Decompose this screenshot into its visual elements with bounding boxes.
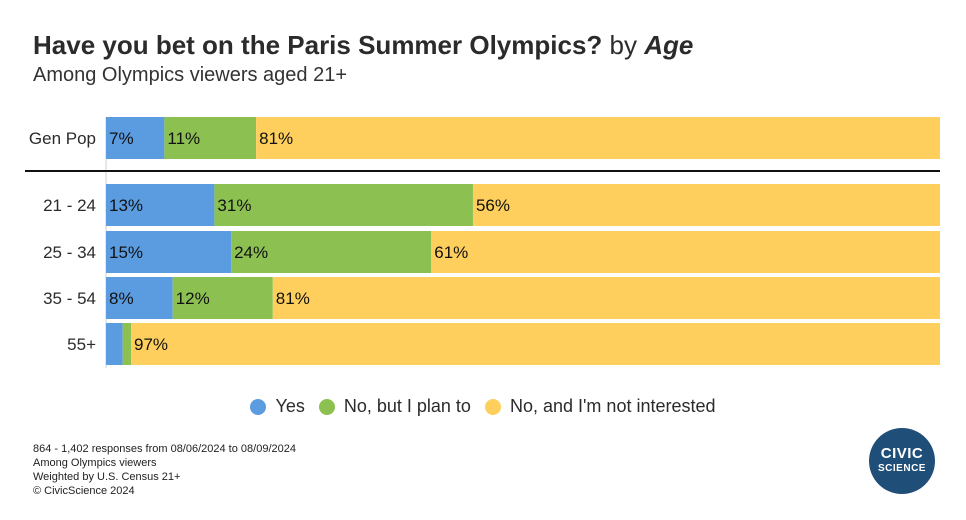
data-label: 8%: [109, 289, 134, 308]
footer-line-population: Among Olympics viewers: [33, 457, 157, 469]
data-label: 81%: [259, 129, 293, 148]
legend-item-plan: No, but I plan to: [318, 396, 471, 417]
data-label: 97%: [134, 335, 168, 354]
title-main: Have you bet on the Paris Summer Olympic…: [33, 30, 603, 60]
bar-segment-plan: [164, 117, 257, 159]
logo-text-line1: CIVIC: [880, 445, 924, 462]
bar-segment-not: [472, 184, 940, 226]
data-label: 61%: [434, 243, 468, 262]
legend-item-yes: Yes: [250, 396, 305, 417]
bar-segment-yes: [106, 323, 123, 365]
legend-item-not: No, and I'm not interested: [484, 396, 716, 417]
legend-label-not: No, and I'm not interested: [509, 396, 716, 416]
bar-segment-yes: [106, 184, 215, 226]
bar-segment-not: [431, 231, 940, 273]
data-label: 13%: [109, 196, 143, 215]
bar-segment-yes: [106, 117, 165, 159]
bar-segment-plan: [231, 231, 432, 273]
bar-segment-yes: [106, 277, 173, 319]
data-label: 12%: [176, 289, 210, 308]
logo-text-line2: SCIENCE: [878, 463, 926, 474]
stacked-bar-chart: Gen Pop 7% 11% 81% 21 - 24 13% 31% 56% 25 - 34 15…: [25, 117, 940, 368]
legend-label-yes: Yes: [275, 396, 305, 416]
legend-swatch-yes: [250, 398, 267, 415]
category-label: 21 - 24: [43, 196, 96, 215]
civicscience-logo: CIVIC SCIENCE: [869, 428, 935, 494]
legend-swatch-not: [484, 398, 501, 415]
legend: Yes No, but I plan to No, and I'm not in…: [0, 396, 966, 417]
title-group: Age: [644, 30, 694, 60]
title-by: by: [609, 30, 637, 60]
chart-title: Have you bet on the Paris Summer Olympic…: [33, 30, 693, 61]
bar-segment-yes: [106, 231, 232, 273]
category-label: Gen Pop: [29, 129, 96, 148]
data-label: 31%: [217, 196, 251, 215]
footer-line-copyright: © CivicScience 2024: [33, 485, 135, 497]
legend-swatch-plan: [318, 398, 335, 415]
data-label: 15%: [109, 243, 143, 262]
bar-segment-plan: [172, 277, 273, 319]
data-label: 7%: [109, 129, 134, 148]
footer-line-weighting: Weighted by U.S. Census 21+: [33, 471, 181, 483]
chart-subtitle: Among Olympics viewers aged 21+: [33, 64, 348, 86]
bar-segment-not: [272, 277, 940, 319]
bar-segment-plan: [214, 184, 473, 226]
footer-line-responses: 864 - 1,402 responses from 08/06/2024 to…: [33, 443, 296, 455]
data-label: 81%: [276, 289, 310, 308]
category-label: 55+: [67, 335, 96, 354]
category-label: 35 - 54: [43, 289, 96, 308]
bar-segment-plan: [122, 323, 132, 365]
category-label: 25 - 34: [43, 243, 96, 262]
bar-segment-not: [131, 323, 940, 365]
bar-segment-not: [256, 117, 940, 159]
data-label: 24%: [234, 243, 268, 262]
data-label: 56%: [476, 196, 510, 215]
footer-notes: 864 - 1,402 responses from 08/06/2024 to…: [33, 442, 296, 498]
data-label: 11%: [167, 129, 200, 148]
legend-label-plan: No, but I plan to: [343, 396, 471, 416]
